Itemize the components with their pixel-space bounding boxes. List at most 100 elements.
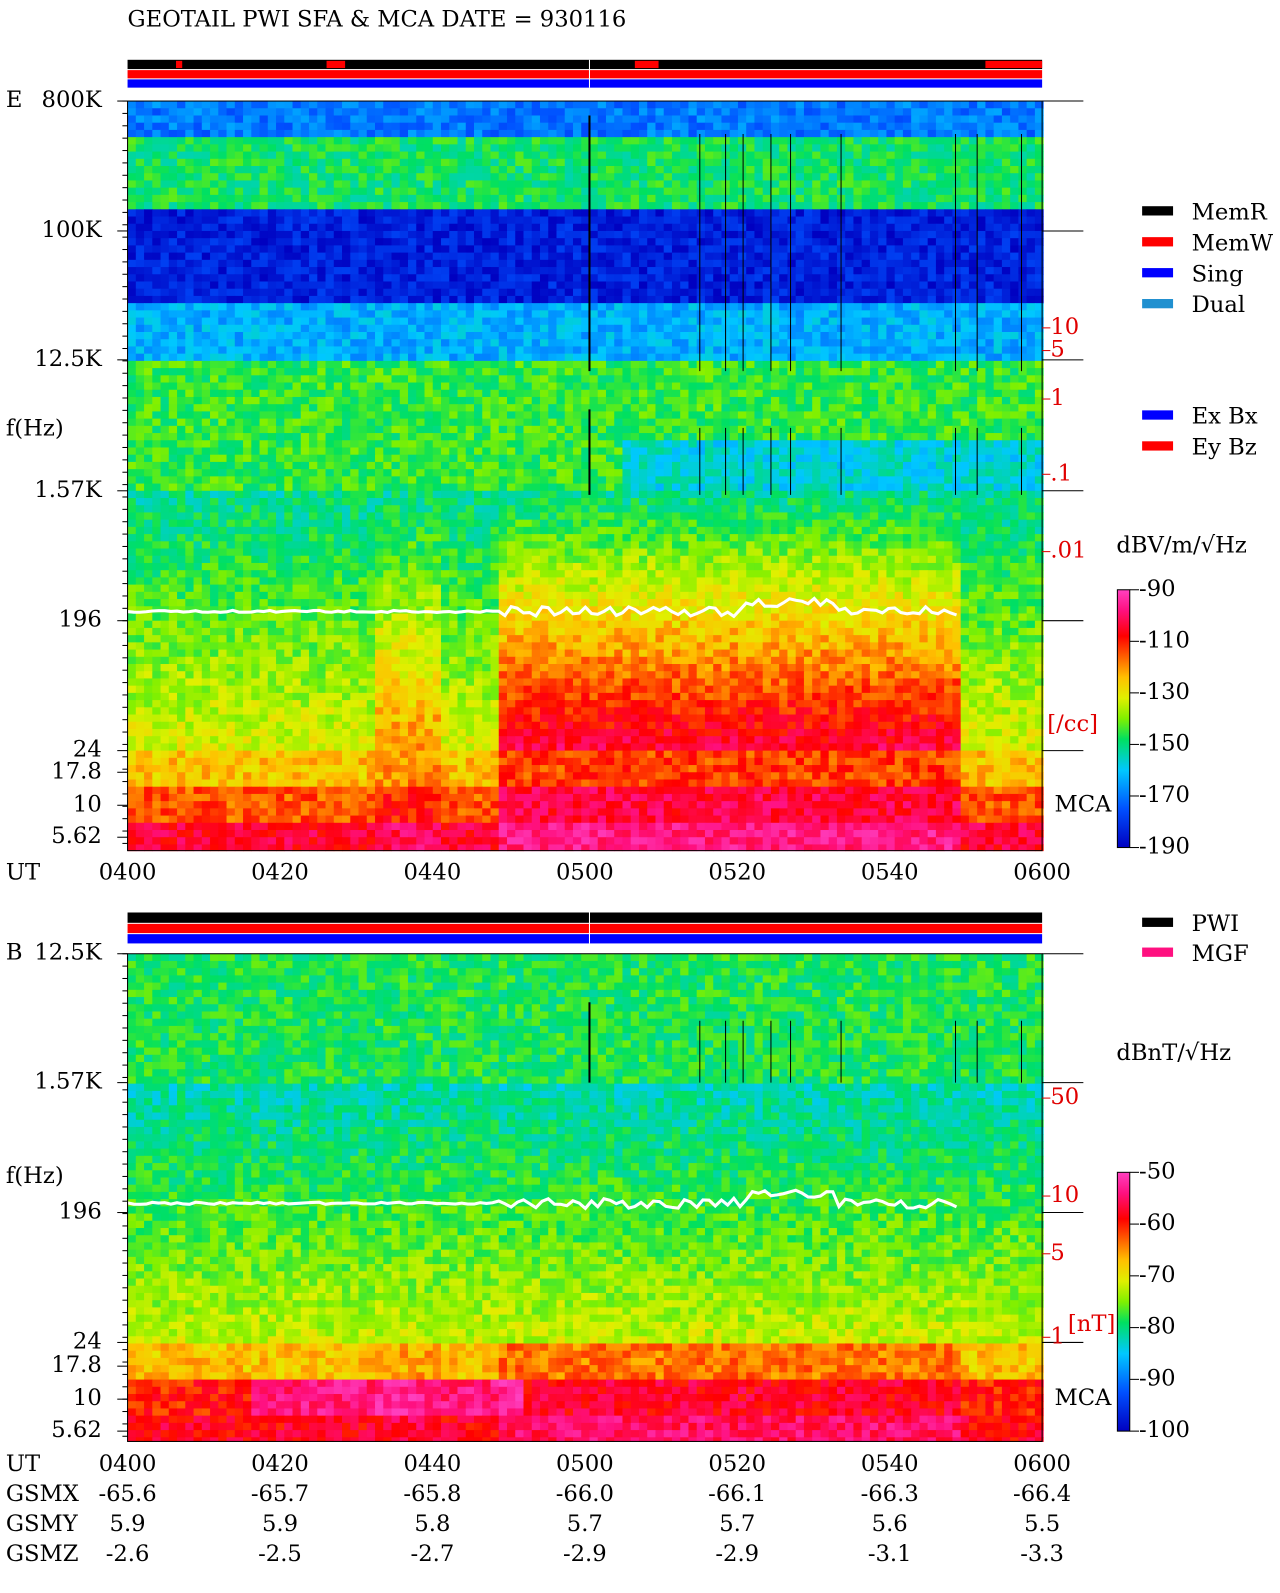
spectrogram-cell: [458, 238, 467, 246]
spectrogram-cell: [878, 318, 887, 326]
spectrogram-cell: [383, 123, 392, 131]
spectrogram-cell: [895, 115, 904, 123]
spectrogram-cell: [911, 130, 920, 138]
spectrogram-cell: [895, 318, 904, 326]
spectrogram-cell: [853, 368, 862, 376]
spectrogram-cell: [878, 296, 887, 304]
spectrogram-cell: [152, 368, 161, 376]
status-segment: [635, 61, 659, 68]
spectrogram-cell: [177, 404, 186, 412]
spectrogram-cell: [177, 296, 186, 304]
spectrogram-cell: [532, 332, 541, 340]
spectrogram-cell: [969, 375, 978, 383]
spectrogram-cell: [474, 101, 483, 109]
spectrogram-cell: [507, 318, 516, 326]
spectrogram-cell: [614, 253, 623, 261]
spectrogram-cell: [260, 180, 269, 188]
spectrogram-cell: [375, 368, 384, 376]
spectrogram-cell: [400, 281, 409, 289]
spectrogram-cell: [334, 354, 343, 362]
spectrogram-cell: [128, 404, 137, 412]
spectrogram-cell: [705, 137, 714, 145]
spectrogram-cell: [301, 202, 310, 210]
spectrogram-cell: [820, 411, 829, 419]
spectrogram-cell: [367, 253, 376, 261]
spectrogram-cell: [210, 289, 219, 297]
spectrogram-cell: [334, 245, 343, 253]
spectrogram-cell: [961, 159, 970, 167]
spectrogram-cell: [392, 318, 401, 326]
spectrogram-cell: [631, 383, 640, 391]
spectrogram-cell: [573, 180, 582, 188]
spectrogram-cell: [787, 289, 796, 297]
spectrogram-cell: [680, 346, 689, 354]
spectrogram-cell: [218, 274, 227, 282]
spectrogram-cell: [969, 260, 978, 268]
spectrogram-cell: [680, 209, 689, 217]
spectrogram-cell: [598, 339, 607, 347]
spectrogram-cell: [631, 361, 640, 369]
spectrogram-cell: [1018, 202, 1027, 210]
spectrogram-cell: [969, 137, 978, 145]
spectrogram-cell: [515, 166, 524, 174]
spectrogram-cell: [565, 195, 574, 203]
spectrogram-cell: [796, 224, 805, 232]
spectrogram-cell: [1027, 289, 1036, 297]
spectrogram-cell: [425, 296, 434, 304]
spectrogram-cell: [317, 238, 326, 246]
spectrogram-cell: [260, 108, 269, 116]
spectrogram-cell: [746, 289, 755, 297]
spectrogram-cell: [523, 281, 532, 289]
spectrogram-cell: [293, 368, 302, 376]
spectrogram-cell: [622, 123, 631, 131]
spectrogram-cell: [655, 130, 664, 138]
spectrogram-cell: [185, 166, 194, 174]
spectrogram-cell: [771, 188, 780, 196]
spectrogram-cell: [598, 260, 607, 268]
spectrogram-cell: [276, 238, 285, 246]
spectrogram-cell: [326, 224, 335, 232]
spectrogram-cell: [565, 101, 574, 109]
spectrogram-cell: [779, 231, 788, 239]
spectrogram-cell: [672, 267, 681, 275]
spectrogram-cell: [631, 217, 640, 225]
spectrogram-cell: [895, 361, 904, 369]
spectrogram-cell: [317, 224, 326, 232]
spectrogram-cell: [507, 289, 516, 297]
spectrogram-cell: [796, 195, 805, 203]
spectrogram-cell: [235, 209, 244, 217]
spectrogram-cell: [392, 245, 401, 253]
spectrogram-cell: [944, 296, 953, 304]
spectrogram-cell: [746, 144, 755, 152]
spectrogram-cell: [664, 368, 673, 376]
spectrogram-cell: [449, 281, 458, 289]
spectrogram-cell: [202, 115, 211, 123]
spectrogram-cell: [408, 419, 417, 427]
spectrogram-cell: [144, 195, 153, 203]
spectrogram-cell: [820, 419, 829, 427]
spectrogram-cell: [870, 152, 879, 160]
spectrogram-cell: [919, 202, 928, 210]
spectrogram-cell: [144, 296, 153, 304]
spectrogram-cell: [210, 238, 219, 246]
spectrogram-cell: [796, 404, 805, 412]
spectrogram-cell: [655, 361, 664, 369]
spectrogram-cell: [647, 260, 656, 268]
spectrogram-cell: [664, 303, 673, 311]
spectrogram-cell: [243, 238, 252, 246]
spectrogram-cell: [977, 368, 986, 376]
spectrogram-cell: [787, 101, 796, 109]
spectrogram-cell: [565, 325, 574, 333]
spectrogram-cell: [763, 253, 772, 261]
spectrogram-cell: [359, 166, 368, 174]
spectrogram-cell: [903, 173, 912, 181]
spectrogram-cell: [227, 166, 236, 174]
spectrogram-cell: [796, 318, 805, 326]
spectrogram-cell: [969, 281, 978, 289]
spectrogram-cell: [664, 260, 673, 268]
spectrogram-cell: [227, 217, 236, 225]
spectrogram-cell: [705, 267, 714, 275]
spectrogram-cell: [515, 137, 524, 145]
spectrogram-cell: [622, 404, 631, 412]
spectrogram-cell: [523, 354, 532, 362]
